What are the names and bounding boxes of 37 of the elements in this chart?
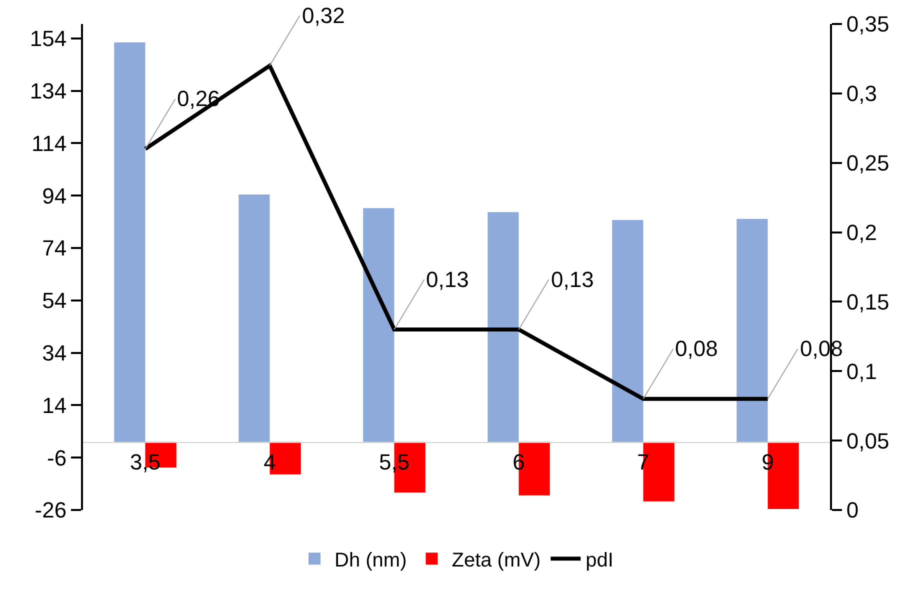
y2-tick-label: 0,05	[846, 428, 890, 454]
y-tick-label: 74	[42, 236, 67, 261]
x-tick-label: 6	[512, 449, 525, 474]
x-tick-label: 9	[762, 449, 774, 474]
y2-tick-label: 0,3	[846, 81, 877, 106]
y-tick-label: 154	[30, 26, 67, 52]
x-tick-label: 5,5	[378, 449, 410, 474]
y-tick-label: 14	[42, 392, 67, 418]
data-label: 0,13	[551, 267, 594, 292]
bar	[238, 194, 270, 442]
y2-tick-label: 0,15	[846, 289, 890, 314]
legend-label: Dh (nm)	[334, 549, 407, 572]
y-tick-label: 54	[42, 288, 67, 314]
x-tick-label: 7	[637, 449, 650, 474]
y-tick-label: -26	[34, 498, 67, 523]
y-tick-label: 34	[42, 340, 67, 366]
bar	[612, 220, 644, 442]
y-tick-label: 94	[42, 183, 67, 208]
line-series	[143, 64, 770, 401]
bar	[488, 212, 519, 442]
data-label: 0,32	[302, 3, 345, 28]
y-tick-label: -6	[47, 445, 67, 470]
y2-tick-label: 0,2	[846, 220, 877, 245]
legend-label: pdI	[586, 549, 614, 572]
bar	[736, 218, 768, 442]
y2-tick-label: 0,1	[846, 358, 877, 384]
bar	[363, 208, 394, 442]
y-tick-label: 134	[30, 78, 67, 104]
y2-tick-label: 0	[846, 498, 859, 523]
y2-tick-label: 0,25	[846, 150, 890, 176]
data-label: 0,13	[426, 267, 469, 292]
data-label: 0,08	[675, 336, 718, 361]
x-tick-label: 4	[264, 449, 276, 474]
y2-tick-label: 0,35	[846, 12, 890, 37]
legend-label: Zeta (mV)	[452, 549, 541, 572]
y-tick-label: 114	[32, 130, 67, 156]
bar	[114, 42, 146, 442]
